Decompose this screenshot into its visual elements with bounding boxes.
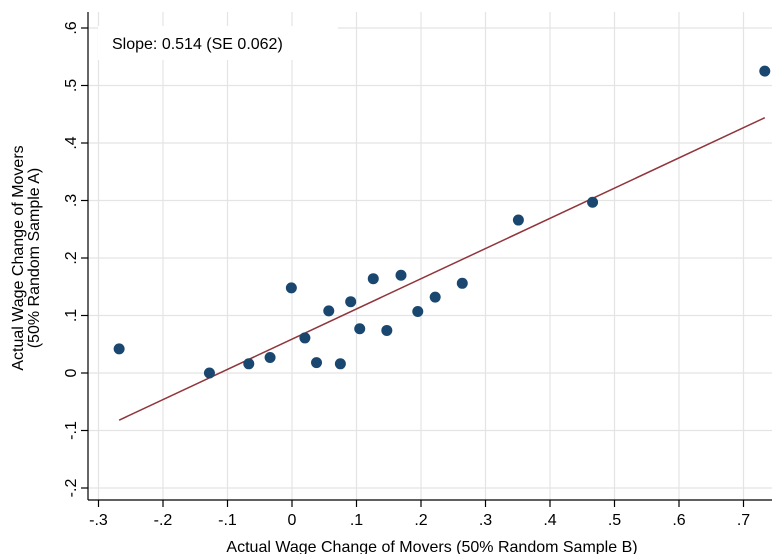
y-tick-label: .1 — [63, 309, 80, 322]
data-point — [429, 291, 441, 303]
data-point — [395, 269, 407, 281]
y-tick-label: .3 — [63, 194, 80, 207]
data-point — [587, 196, 599, 208]
x-tick-label: .1 — [350, 512, 363, 529]
data-point — [354, 323, 366, 335]
y-tick-label: -.2 — [63, 479, 80, 498]
data-point — [412, 305, 424, 317]
y-tick-label: .6 — [63, 21, 80, 34]
tick-labels: -.3 -.2 -.1 0 .1 .2 .3 .4 .5 .6 .7 -.2 -.1 0 .1 .2 .3 .4.… — [63, 21, 750, 529]
slope-annotation: Slope: 0.514 (SE 0.062) — [112, 36, 283, 53]
fit-line — [118, 117, 766, 421]
data-point — [203, 367, 215, 379]
data-point — [456, 277, 468, 289]
x-tick-label: .2 — [414, 512, 427, 529]
y-tick-label: .2 — [63, 251, 80, 264]
data-point — [285, 282, 297, 294]
x-axis-title: Actual Wage Change of Movers (50% Random… — [226, 539, 637, 554]
data-point — [367, 273, 379, 285]
data-point — [323, 305, 335, 317]
y-tick-label: 0 — [63, 368, 80, 377]
data-point — [759, 65, 771, 77]
data-point — [264, 351, 276, 363]
y-axis-title-line1: Actual Wage Change of Movers — [10, 145, 27, 370]
data-point — [512, 214, 524, 226]
x-tick-label: .5 — [608, 512, 621, 529]
x-tick-label: -.3 — [89, 512, 108, 529]
x-tick-label: .6 — [672, 512, 685, 529]
x-tick-label: .4 — [543, 512, 556, 529]
y-tick-label: .4 — [63, 136, 80, 149]
y-axis-title-line2: (50% Random Sample A) — [26, 168, 43, 349]
x-tick-label: -.2 — [154, 512, 173, 529]
data-point — [113, 343, 125, 355]
data-point — [334, 358, 346, 370]
axes — [81, 12, 772, 507]
data-point — [381, 324, 393, 336]
x-tick-label: .3 — [479, 512, 492, 529]
data-points — [113, 65, 771, 379]
x-tick-label: -.1 — [218, 512, 237, 529]
data-point — [243, 358, 255, 370]
data-point — [299, 332, 311, 344]
grid-lines — [88, 12, 772, 500]
x-tick-label: .7 — [737, 512, 750, 529]
y-tick-label: .5 — [63, 79, 80, 92]
y-tick-label: -.1 — [63, 421, 80, 440]
x-tick-label: 0 — [288, 512, 297, 529]
annotation-box — [98, 26, 338, 60]
data-point — [345, 296, 357, 308]
fit-line-layer — [118, 117, 766, 421]
data-point — [311, 357, 323, 369]
